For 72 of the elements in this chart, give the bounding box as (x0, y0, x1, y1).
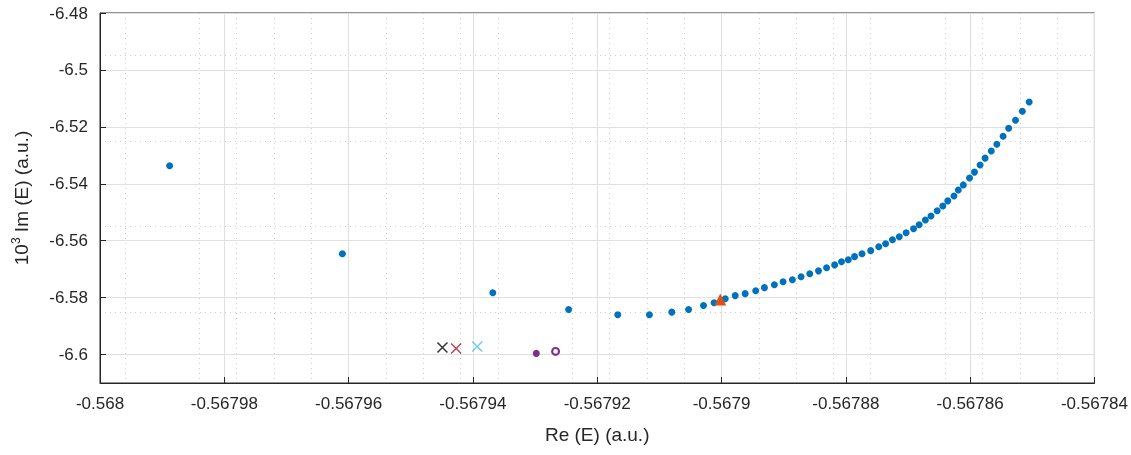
y-tick-label: -6.5 (58, 60, 88, 80)
point (668, 308, 676, 316)
x-tick-label: -0.5679 (692, 394, 751, 413)
point (1025, 98, 1033, 106)
point (731, 292, 739, 300)
x-tick-label: -0.568 (75, 394, 125, 413)
point (966, 174, 974, 182)
point (867, 247, 875, 255)
point (910, 225, 918, 233)
point (944, 197, 952, 205)
point (875, 243, 883, 251)
point (166, 162, 174, 170)
y-tick-label: -6.52 (49, 117, 88, 137)
point (700, 302, 707, 310)
point (959, 181, 967, 189)
point (971, 168, 978, 176)
point (806, 270, 814, 278)
point (999, 132, 1007, 140)
x-axis-title: Re (E) (a.u.) (544, 424, 650, 445)
y-tick-label: -6.54 (49, 174, 88, 194)
y-tick-label: -6.58 (49, 288, 88, 308)
point (954, 186, 962, 194)
x-tick-label: -0.56794 (439, 394, 507, 413)
point (614, 311, 622, 319)
point (532, 349, 540, 357)
point (779, 278, 787, 286)
point (814, 267, 822, 275)
y-axis-title: 103 Im (E) (a.u.) (9, 130, 32, 266)
point (882, 240, 890, 248)
point (741, 290, 749, 298)
point (471, 340, 484, 353)
point (858, 250, 866, 258)
point (760, 284, 768, 292)
x-tick-label: -0.56788 (812, 394, 880, 413)
point (645, 311, 653, 319)
y-tick-label: -6.48 (49, 3, 88, 23)
point (565, 306, 573, 314)
point (1012, 116, 1020, 124)
point (1005, 124, 1013, 132)
y-tick-label: -6.56 (49, 231, 88, 251)
point (902, 229, 910, 237)
x-tick-label: -0.56798 (190, 394, 258, 413)
point (993, 140, 1001, 148)
y-tick-label: -6.6 (58, 345, 88, 365)
point (685, 306, 693, 314)
point (895, 233, 903, 241)
point (338, 250, 346, 258)
x-tick-label: -0.56784 (1060, 394, 1129, 413)
point (939, 202, 947, 210)
point (933, 207, 941, 215)
point (844, 256, 852, 264)
point (831, 261, 839, 269)
point (752, 287, 760, 295)
point (797, 273, 805, 281)
point (921, 216, 929, 224)
point (1018, 107, 1026, 115)
point (987, 147, 995, 155)
point (436, 341, 449, 354)
point (489, 289, 497, 297)
point (851, 253, 859, 261)
x-tick-label: -0.56796 (315, 394, 383, 413)
x-tick-label: -0.56792 (563, 394, 631, 413)
point (714, 293, 727, 306)
x-tick-label: -0.56786 (936, 394, 1004, 413)
point (450, 342, 462, 355)
point (770, 281, 778, 289)
point (823, 264, 831, 272)
point (788, 276, 796, 284)
point (888, 236, 896, 244)
point (915, 221, 923, 229)
point (837, 258, 845, 266)
point (551, 346, 561, 356)
